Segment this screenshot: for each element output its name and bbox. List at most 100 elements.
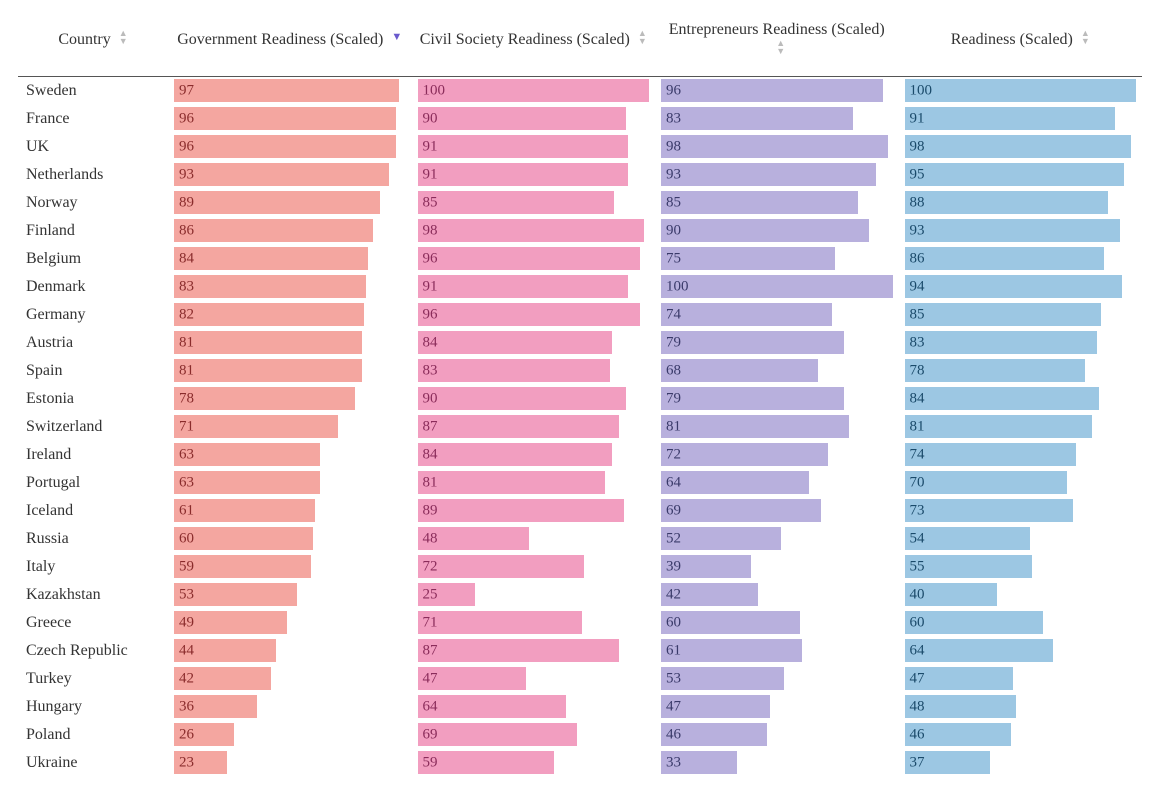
bar-value-label: 90 (666, 222, 681, 239)
bar-value-label: 71 (423, 614, 438, 631)
metric-cell-ready: 54 (899, 525, 1143, 553)
bar-wrap: 53 (661, 667, 893, 690)
metric-cell-ready: 88 (899, 189, 1143, 217)
bar-value-label: 96 (423, 250, 438, 267)
bar-wrap: 100 (661, 275, 893, 298)
bar-wrap: 74 (905, 443, 1137, 466)
bar-wrap: 83 (661, 107, 893, 130)
bar-wrap: 90 (418, 387, 650, 410)
bar-fill (905, 331, 1097, 354)
bar-wrap: 64 (905, 639, 1137, 662)
metric-cell-entre: 39 (655, 553, 899, 581)
country-cell: Portugal (18, 469, 168, 497)
bar-wrap: 100 (418, 79, 650, 102)
metric-cell-gov: 84 (168, 245, 412, 273)
bar-fill (174, 555, 311, 578)
table-row: Ireland63847274 (18, 441, 1142, 469)
column-header-civil[interactable]: Civil Society Readiness (Scaled)▲▼ (412, 12, 656, 76)
bar-value-label: 78 (179, 390, 194, 407)
country-cell: Hungary (18, 693, 168, 721)
bar-fill (418, 695, 566, 718)
bar-value-label: 44 (179, 642, 194, 659)
bar-wrap: 96 (418, 303, 650, 326)
bar-wrap: 85 (418, 191, 650, 214)
metric-cell-ready: 74 (899, 441, 1143, 469)
bar-wrap: 63 (174, 471, 406, 494)
bar-fill (174, 79, 399, 102)
bar-wrap: 81 (905, 415, 1137, 438)
bar-wrap: 39 (661, 555, 893, 578)
metric-cell-gov: 96 (168, 105, 412, 133)
bar-wrap: 60 (174, 527, 406, 550)
bar-value-label: 81 (179, 334, 194, 351)
bar-value-label: 87 (423, 418, 438, 435)
bar-fill (661, 163, 876, 186)
column-header-label: Country (58, 31, 110, 48)
bar-fill (905, 191, 1109, 214)
bar-wrap: 52 (661, 527, 893, 550)
country-cell: Ukraine (18, 749, 168, 777)
metric-cell-gov: 44 (168, 637, 412, 665)
bar-fill (418, 135, 629, 158)
table-row: Netherlands93919395 (18, 161, 1142, 189)
bar-wrap: 46 (905, 723, 1137, 746)
bar-value-label: 100 (666, 278, 689, 295)
bar-fill (661, 639, 802, 662)
metric-cell-civil: 96 (412, 245, 656, 273)
sort-icon[interactable]: ▲▼ (119, 33, 128, 49)
bar-wrap: 54 (905, 527, 1137, 550)
bar-wrap: 79 (661, 331, 893, 354)
metric-cell-ready: 60 (899, 609, 1143, 637)
bar-value-label: 48 (910, 698, 925, 715)
bar-value-label: 84 (179, 250, 194, 267)
bar-wrap: 93 (905, 219, 1137, 242)
metric-cell-civil: 72 (412, 553, 656, 581)
column-header-gov[interactable]: Government Readiness (Scaled) ▼ (168, 12, 412, 76)
bar-wrap: 78 (174, 387, 406, 410)
bar-value-label: 93 (910, 222, 925, 239)
column-header-country[interactable]: Country ▲▼ (18, 12, 168, 76)
bar-wrap: 60 (905, 611, 1137, 634)
metric-cell-civil: 91 (412, 133, 656, 161)
sort-icon[interactable]: ▼ (391, 37, 402, 45)
country-cell: Iceland (18, 497, 168, 525)
bar-fill (174, 331, 362, 354)
country-cell: Czech Republic (18, 637, 168, 665)
sort-icon[interactable]: ▲▼ (776, 43, 785, 59)
sort-icon[interactable]: ▲▼ (1081, 33, 1090, 49)
country-cell: Austria (18, 329, 168, 357)
bar-fill (418, 611, 582, 634)
column-header-entre[interactable]: Entrepreneurs Readiness (Scaled)▲▼ (655, 12, 899, 76)
table-row: Czech Republic44876164 (18, 637, 1142, 665)
bar-wrap: 61 (174, 499, 406, 522)
bar-wrap: 84 (905, 387, 1137, 410)
bar-value-label: 60 (910, 614, 925, 631)
bar-wrap: 78 (905, 359, 1137, 382)
country-cell: Russia (18, 525, 168, 553)
metric-cell-ready: 37 (899, 749, 1143, 777)
bar-wrap: 49 (174, 611, 406, 634)
metric-cell-ready: 84 (899, 385, 1143, 413)
bar-wrap: 84 (174, 247, 406, 270)
bar-wrap: 40 (905, 583, 1137, 606)
sort-icon[interactable]: ▲▼ (638, 33, 647, 49)
table-row: Ukraine23593337 (18, 749, 1142, 777)
bar-wrap: 69 (661, 499, 893, 522)
column-header-ready[interactable]: Readiness (Scaled)▲▼ (899, 12, 1143, 76)
bar-wrap: 42 (661, 583, 893, 606)
metric-cell-entre: 42 (655, 581, 899, 609)
bar-wrap: 48 (418, 527, 650, 550)
bar-wrap: 91 (418, 275, 650, 298)
bar-wrap: 100 (905, 79, 1137, 102)
bar-value-label: 81 (666, 418, 681, 435)
metric-cell-gov: 83 (168, 273, 412, 301)
country-cell: France (18, 105, 168, 133)
column-header-label: Government Readiness (Scaled) (177, 31, 383, 48)
bar-wrap: 60 (661, 611, 893, 634)
table-row: Switzerland71878181 (18, 413, 1142, 441)
bar-wrap: 93 (661, 163, 893, 186)
bar-fill (661, 443, 828, 466)
bar-value-label: 63 (179, 474, 194, 491)
bar-value-label: 47 (423, 670, 438, 687)
metric-cell-civil: 69 (412, 721, 656, 749)
